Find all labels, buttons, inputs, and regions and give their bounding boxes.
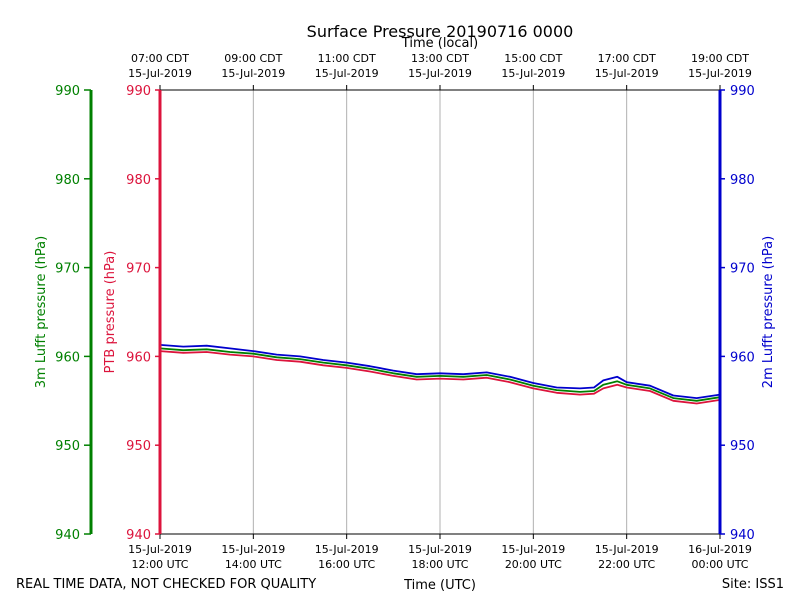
lufft3m-y-tick-label: 970: [55, 262, 80, 277]
x-tick-label-top-time: 15:00 CDT: [504, 52, 562, 65]
left-outer-axis-label: 3m Lufft pressure (hPa): [34, 236, 49, 388]
x-tick-label-bottom-time: 12:00 UTC: [131, 558, 188, 571]
lufft2m-y-tick-label: 940: [730, 528, 755, 543]
lufft2m-y-tick-label: 960: [730, 350, 755, 365]
lufft2m-y-tick-label: 990: [730, 84, 755, 99]
site-label: Site: ISS1: [722, 577, 784, 592]
lufft3m-y-tick-label: 990: [55, 84, 80, 99]
series-line-2m-lufft-pressure: [159, 344, 721, 400]
lufft3m-y-tick-label: 980: [55, 173, 80, 188]
lufft2m-y-tick-label: 970: [730, 262, 755, 277]
series-line-3m-lufft-pressure: [159, 347, 721, 402]
x-tick-label-top-time: 09:00 CDT: [224, 52, 282, 65]
ptb-y-tick-label: 990: [126, 84, 151, 99]
lufft3m-y-tick-label: 940: [55, 528, 80, 543]
ptb-y-tick-label: 970: [126, 262, 151, 277]
ptb-y-tick-label: 950: [126, 439, 151, 454]
x-tick-label-bottom-date: 15-Jul-2019: [221, 543, 285, 556]
x-tick-label-top-date: 15-Jul-2019: [128, 67, 192, 80]
series-line-ptb-pressure: [159, 350, 721, 405]
x-tick-label-bottom-date: 15-Jul-2019: [501, 543, 565, 556]
x-tick-label-bottom-time: 22:00 UTC: [598, 558, 655, 571]
chart-title: Surface Pressure 20190716 0000: [307, 22, 574, 41]
top-axis-label: Time (local): [401, 36, 478, 51]
x-tick-label-bottom-time: 18:00 UTC: [411, 558, 468, 571]
x-tick-label-top-date: 15-Jul-2019: [595, 67, 659, 80]
left-inner-axis-label: PTB pressure (hPa): [103, 251, 118, 374]
right-axis-label: 2m Lufft pressure (hPa): [761, 236, 776, 388]
ptb-y-tick-label: 940: [126, 528, 151, 543]
x-tick-label-top-date: 15-Jul-2019: [408, 67, 472, 80]
ptb-y-tick-label: 960: [126, 350, 151, 365]
x-tick-label-bottom-time: 20:00 UTC: [505, 558, 562, 571]
x-tick-label-bottom-time: 14:00 UTC: [225, 558, 282, 571]
quality-disclaimer: REAL TIME DATA, NOT CHECKED FOR QUALITY: [16, 577, 316, 592]
x-tick-label-bottom-date: 16-Jul-2019: [688, 543, 752, 556]
x-tick-label-bottom-time: 16:00 UTC: [318, 558, 375, 571]
x-tick-label-top-time: 19:00 CDT: [691, 52, 749, 65]
bottom-axis-label: Time (UTC): [403, 578, 476, 593]
x-tick-label-top-date: 15-Jul-2019: [501, 67, 565, 80]
data-series: [159, 344, 721, 405]
lufft2m-y-tick-label: 980: [730, 173, 755, 188]
tick-labels: 15-Jul-2019 12:00 UTC 15-Jul-2019 14:00 UTC…: [55, 52, 755, 571]
x-tick-label-top-date: 15-Jul-2019: [221, 67, 285, 80]
x-tick-label-top-date: 15-Jul-2019: [688, 67, 752, 80]
x-tick-label-top-time: 07:00 CDT: [131, 52, 189, 65]
x-tick-label-bottom-date: 15-Jul-2019: [595, 543, 659, 556]
lufft3m-y-tick-label: 960: [55, 350, 80, 365]
x-tick-label-bottom-time: 00:00 UTC: [691, 558, 748, 571]
grid-lines: [252, 90, 628, 534]
lufft2m-y-tick-label: 950: [730, 439, 755, 454]
x-tick-label-bottom-date: 15-Jul-2019: [128, 543, 192, 556]
x-tick-label-bottom-date: 15-Jul-2019: [408, 543, 472, 556]
x-tick-label-top-time: 11:00 CDT: [318, 52, 376, 65]
lufft3m-y-tick-label: 950: [55, 439, 80, 454]
x-tick-label-top-time: 13:00 CDT: [411, 52, 469, 65]
x-tick-label-top-time: 17:00 CDT: [598, 52, 656, 65]
x-tick-label-top-date: 15-Jul-2019: [315, 67, 379, 80]
ptb-y-tick-label: 980: [126, 173, 151, 188]
x-tick-label-bottom-date: 15-Jul-2019: [315, 543, 379, 556]
